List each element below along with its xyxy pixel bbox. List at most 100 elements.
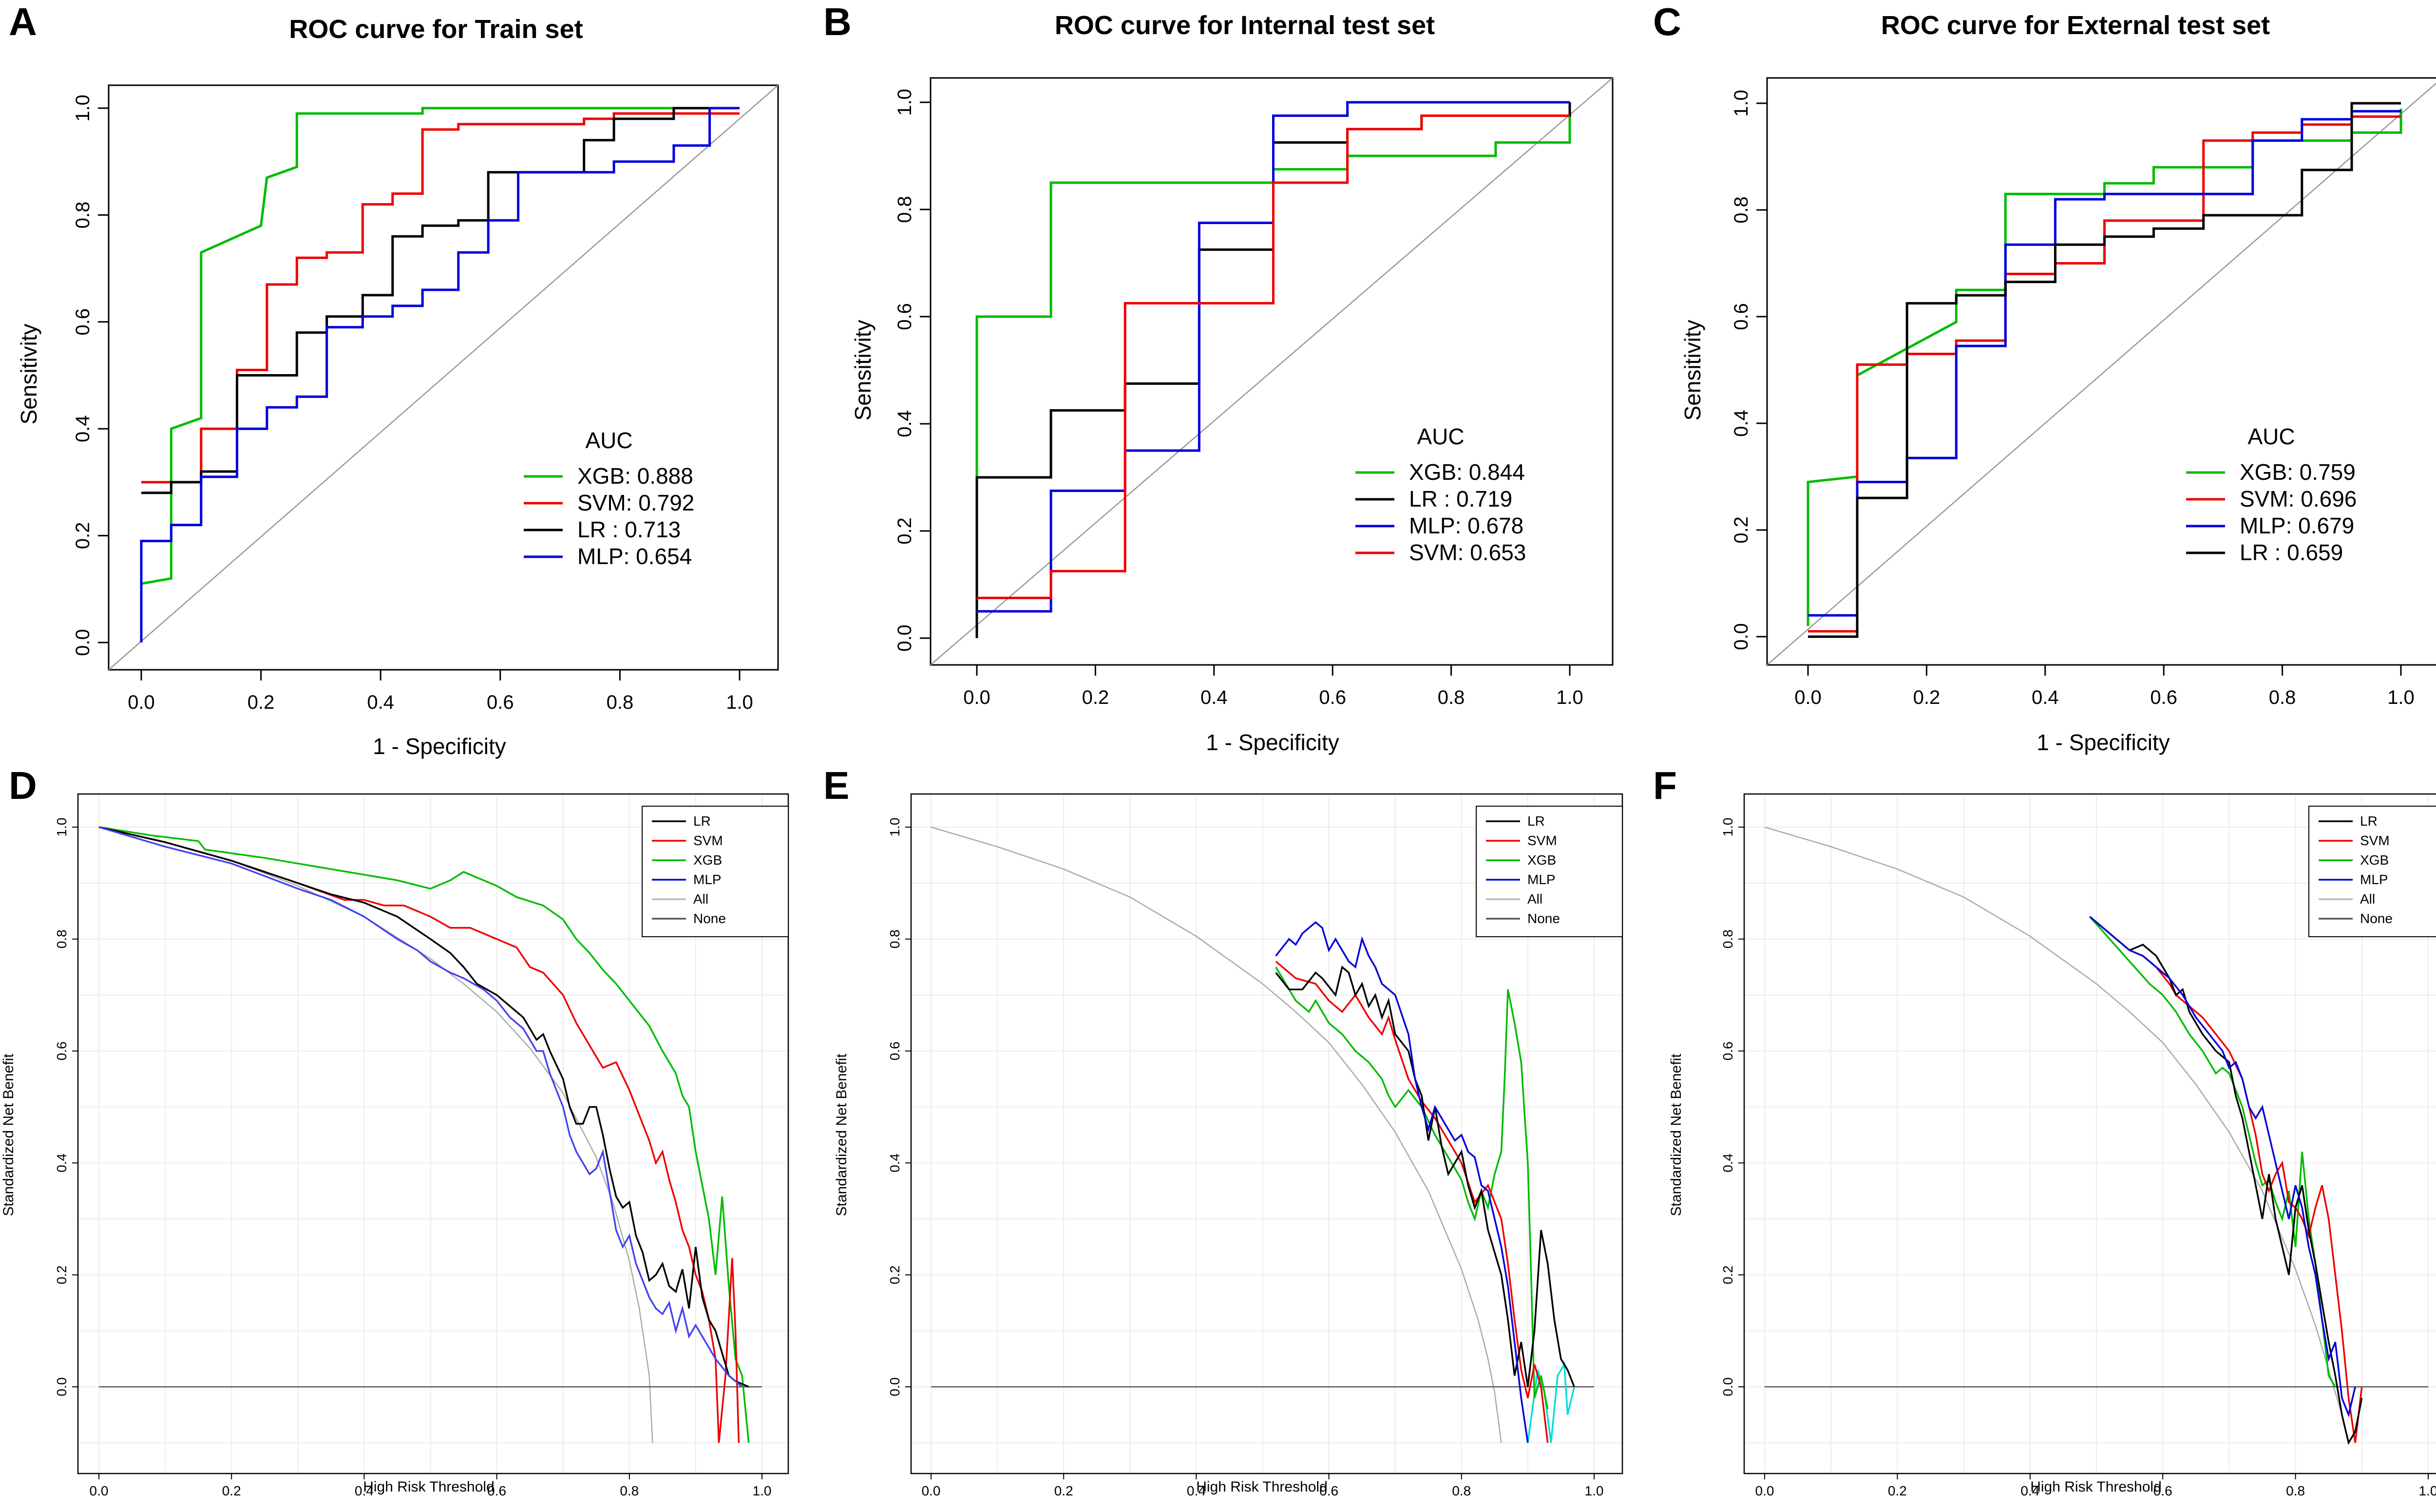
panel-f-letter: F xyxy=(1653,764,1677,807)
panel-a-xlabel: 1 - Specificity xyxy=(373,734,506,759)
panel-e-xtick-label: 0.2 xyxy=(1054,1483,1073,1498)
panel-e-plot: 0.0 0.2 0.4 0.6 0.8 1.0 0.0 0.2 0.4 0.6 0.8 1.0 LR SV… xyxy=(887,793,1623,1498)
panel-c-xtick-label: 0.4 xyxy=(2032,687,2059,708)
panel-c-diagonal xyxy=(1767,82,2436,665)
panel-b-frame xyxy=(930,77,1614,666)
panel-a-ytick-label: 1.0 xyxy=(72,94,94,122)
panel-d-xtick-label: 0.8 xyxy=(620,1483,639,1498)
panel-e-xtick-label: 0.4 xyxy=(1187,1483,1206,1498)
panel-f-legend-label: All xyxy=(2360,891,2375,907)
panel-f-legend-box xyxy=(2308,806,2436,937)
panel-e-ytick-label: 1.0 xyxy=(887,818,902,837)
panel-d-plot: 0.0 0.2 0.4 0.6 0.8 1.0 0.0 0.2 0.4 0.6 0.8 1.0 LR SV… xyxy=(54,793,789,1498)
panel-b-xtick-label: 1.0 xyxy=(1556,687,1583,708)
panel-a-legend-title: AUC xyxy=(585,428,632,453)
panel-d-ytick-label: 0.4 xyxy=(54,1153,69,1172)
panel-f-ytick-label: 0.6 xyxy=(1720,1041,1735,1060)
panel-a: A ROC curve for Train set 1 - Specificit… xyxy=(9,0,779,759)
panel-f-ytick-label: 0.8 xyxy=(1720,929,1735,948)
panel-d-legend-box xyxy=(642,806,789,937)
panel-e-xlabel: High Risk Threshold xyxy=(1196,1479,1328,1495)
panel-b-ylabel: Sensitivity xyxy=(850,320,875,420)
panel-e-legend-label: All xyxy=(1527,891,1542,907)
panel-f-legend-label: LR xyxy=(2360,813,2378,829)
panel-e-series-svm xyxy=(1275,961,1549,1443)
panel-e-xtick-label: 0.0 xyxy=(922,1483,941,1498)
panel-c-ytick-label: 1.0 xyxy=(1731,90,1752,117)
panel-b-legend-label: XGB: 0.844 xyxy=(1409,459,1525,485)
panel-a-legend-label: LR : 0.713 xyxy=(577,517,681,542)
panel-a-ylabel: Sensitivity xyxy=(16,323,41,424)
panel-c-xtick-label: 0.6 xyxy=(2150,687,2177,708)
panel-e-legend-box xyxy=(1476,806,1623,937)
panel-e-ytick-label: 0.0 xyxy=(887,1378,902,1397)
panel-f-legend-label: XGB xyxy=(2360,852,2389,868)
panel-b-xtick-label: 0.6 xyxy=(1319,687,1346,708)
panel-f-xtick-label: 0.2 xyxy=(1888,1483,1907,1498)
panel-d-series-mlp xyxy=(98,826,743,1388)
panel-b-xtick-label: 0.4 xyxy=(1200,687,1228,708)
panel-a-letter: A xyxy=(9,0,37,43)
panel-b-ytick-label: 0.4 xyxy=(894,410,915,437)
panel-f-series-group xyxy=(1764,826,2428,1445)
panel-e-series-mlp xyxy=(1275,921,1529,1443)
panel-d-xtick-label: 0.2 xyxy=(222,1483,241,1498)
panel-e-ylabel: Standardized Net Benefit xyxy=(834,1054,850,1216)
panel-e-legend-label: SVM xyxy=(1527,833,1557,848)
panel-d-legend-label: None xyxy=(693,911,726,926)
panel-c-series-line xyxy=(1808,102,2401,638)
panel-b-legend-title: AUC xyxy=(1417,424,1464,449)
panel-b-xtick-label: 0.0 xyxy=(963,687,990,708)
panel-e-ytick-label: 0.8 xyxy=(887,929,902,948)
panel-f-series-all xyxy=(1764,826,2349,1443)
panel-b-series-line xyxy=(977,114,1570,599)
panel-b-xlabel: 1 - Specificity xyxy=(1206,730,1339,755)
panel-a-legend-label: MLP: 0.654 xyxy=(577,544,692,569)
panel-a-ytick-label: 0.8 xyxy=(72,202,94,229)
panel-d-xtick-label: 0.4 xyxy=(355,1483,374,1498)
panel-c-xtick-label: 1.0 xyxy=(2387,687,2415,708)
panel-e-legend-label: None xyxy=(1527,911,1560,926)
panel-f-ytick-label: 0.0 xyxy=(1720,1378,1735,1397)
panel-c-ytick-label: 0.8 xyxy=(1731,196,1752,224)
panel-f-series-xgb xyxy=(2089,916,2336,1387)
panel-a-title: ROC curve for Train set xyxy=(289,15,583,44)
panel-f-legend-label: MLP xyxy=(2360,872,2388,887)
panel-e-legend-label: XGB xyxy=(1527,852,1556,868)
panel-f: F High Risk Threshold Standardized Net B… xyxy=(1653,764,2436,1498)
panel-a-frame xyxy=(108,84,779,671)
panel-a-series-line xyxy=(141,107,740,494)
panel-a-ytick-label: 0.6 xyxy=(72,308,94,336)
panel-e-series-all xyxy=(931,826,1502,1443)
panel-e: E High Risk Threshold Standardized Net B… xyxy=(823,764,1623,1498)
panel-c-plot: 0.0 0.2 0.4 0.6 0.8 1.0 0.0 0.2 0.4 0.6 0.8 1.0 AUC X… xyxy=(1731,77,2436,708)
panel-f-series-mlp xyxy=(2089,916,2356,1418)
panel-e-legend-label: LR xyxy=(1527,813,1545,829)
panel-b-series-line xyxy=(977,101,1570,613)
panel-a-legend-label: SVM: 0.792 xyxy=(577,490,694,515)
panel-b-xtick-label: 0.2 xyxy=(1082,687,1109,708)
panel-b-letter: B xyxy=(823,0,852,43)
panel-e-xtick-label: 0.6 xyxy=(1319,1483,1338,1498)
panel-c-xtick-label: 0.8 xyxy=(2269,687,2296,708)
panel-f-series-svm xyxy=(2089,916,2363,1443)
panel-c-legend-label: XGB: 0.759 xyxy=(2240,459,2356,485)
panel-d-legend-label: LR xyxy=(693,813,711,829)
panel-e-legend-label: MLP xyxy=(1527,872,1556,887)
panel-a-xtick-label: 1.0 xyxy=(726,692,753,713)
panel-f-xtick-label: 0.0 xyxy=(1755,1483,1774,1498)
panel-c-ytick-label: 0.6 xyxy=(1731,303,1752,330)
panel-e-series-group xyxy=(931,826,1594,1443)
panel-d-ytick-label: 1.0 xyxy=(54,818,69,837)
panel-d-legend-label: SVM xyxy=(693,833,723,848)
panel-f-plot: 0.0 0.2 0.4 0.6 0.8 1.0 0.0 0.2 0.4 0.6 0.8 1.0 LR SV… xyxy=(1720,793,2436,1498)
panel-d-xlabel: High Risk Threshold xyxy=(363,1479,495,1495)
panel-c-legend-label: LR : 0.659 xyxy=(2240,540,2343,565)
panel-d-xtick-label: 0.6 xyxy=(487,1483,506,1498)
panel-f-legend-label: None xyxy=(2360,911,2393,926)
panel-a-xtick-label: 0.0 xyxy=(128,692,155,713)
panel-c-letter: C xyxy=(1653,0,1681,43)
panel-d: D High Risk Threshold Standardized Net B… xyxy=(0,764,789,1498)
panel-a-xtick-label: 0.8 xyxy=(607,692,634,713)
